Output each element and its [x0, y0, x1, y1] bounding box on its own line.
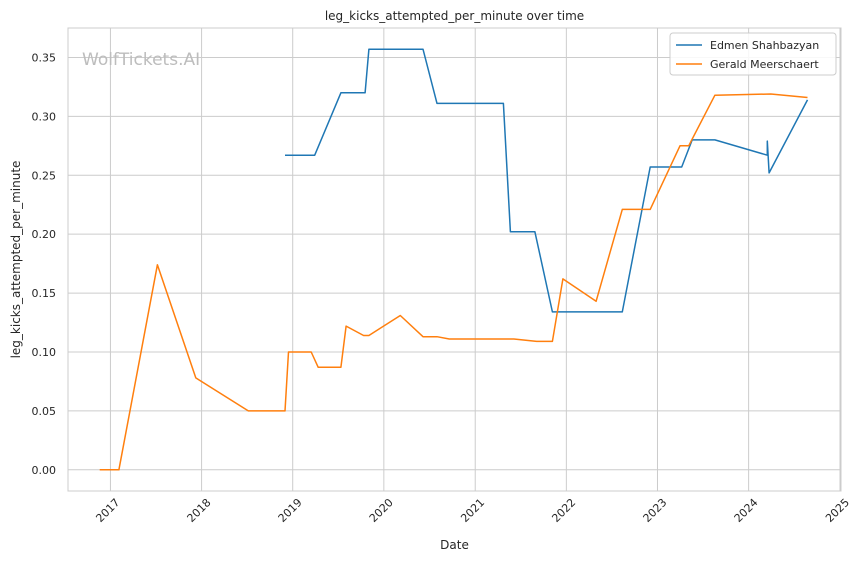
y-tick-label: 0.10: [32, 346, 57, 359]
y-tick-label: 0.05: [32, 405, 57, 418]
y-axis-label: leg_kicks_attempted_per_minute: [9, 161, 23, 359]
series-line-edmen-shahbazyan: [285, 48, 809, 313]
plot-frame: [67, 27, 842, 492]
legend: Edmen Shahbazyan Gerald Meerschaert: [669, 32, 837, 76]
y-tick-label: 0.00: [32, 464, 57, 477]
x-axis-label: Date: [440, 538, 469, 552]
y-tick-label: 0.25: [32, 169, 57, 182]
y-tick-label: 0.15: [32, 287, 57, 300]
y-tick-labels: 0.00 0.05 0.10 0.15 0.20 0.25 0.30 0.35: [32, 51, 57, 476]
legend-label-edmen-shahbazyan: Edmen Shahbazyan: [710, 39, 819, 52]
legend-box: [669, 32, 837, 76]
grid-lines: [68, 28, 841, 491]
plot-area: [68, 28, 841, 491]
series-layer: [99, 48, 809, 471]
watermark-text: WolfTickets.AI: [82, 50, 200, 70]
chart-title: leg_kicks_attempted_per_minute over time: [325, 9, 584, 23]
legend-label-gerald-meerschaert: Gerald Meerschaert: [710, 58, 819, 71]
y-tick-label: 0.30: [32, 110, 57, 123]
y-tick-label: 0.35: [32, 51, 57, 64]
y-tick-label: 0.20: [32, 228, 57, 241]
series-line-gerald-meerschaert: [99, 93, 808, 471]
